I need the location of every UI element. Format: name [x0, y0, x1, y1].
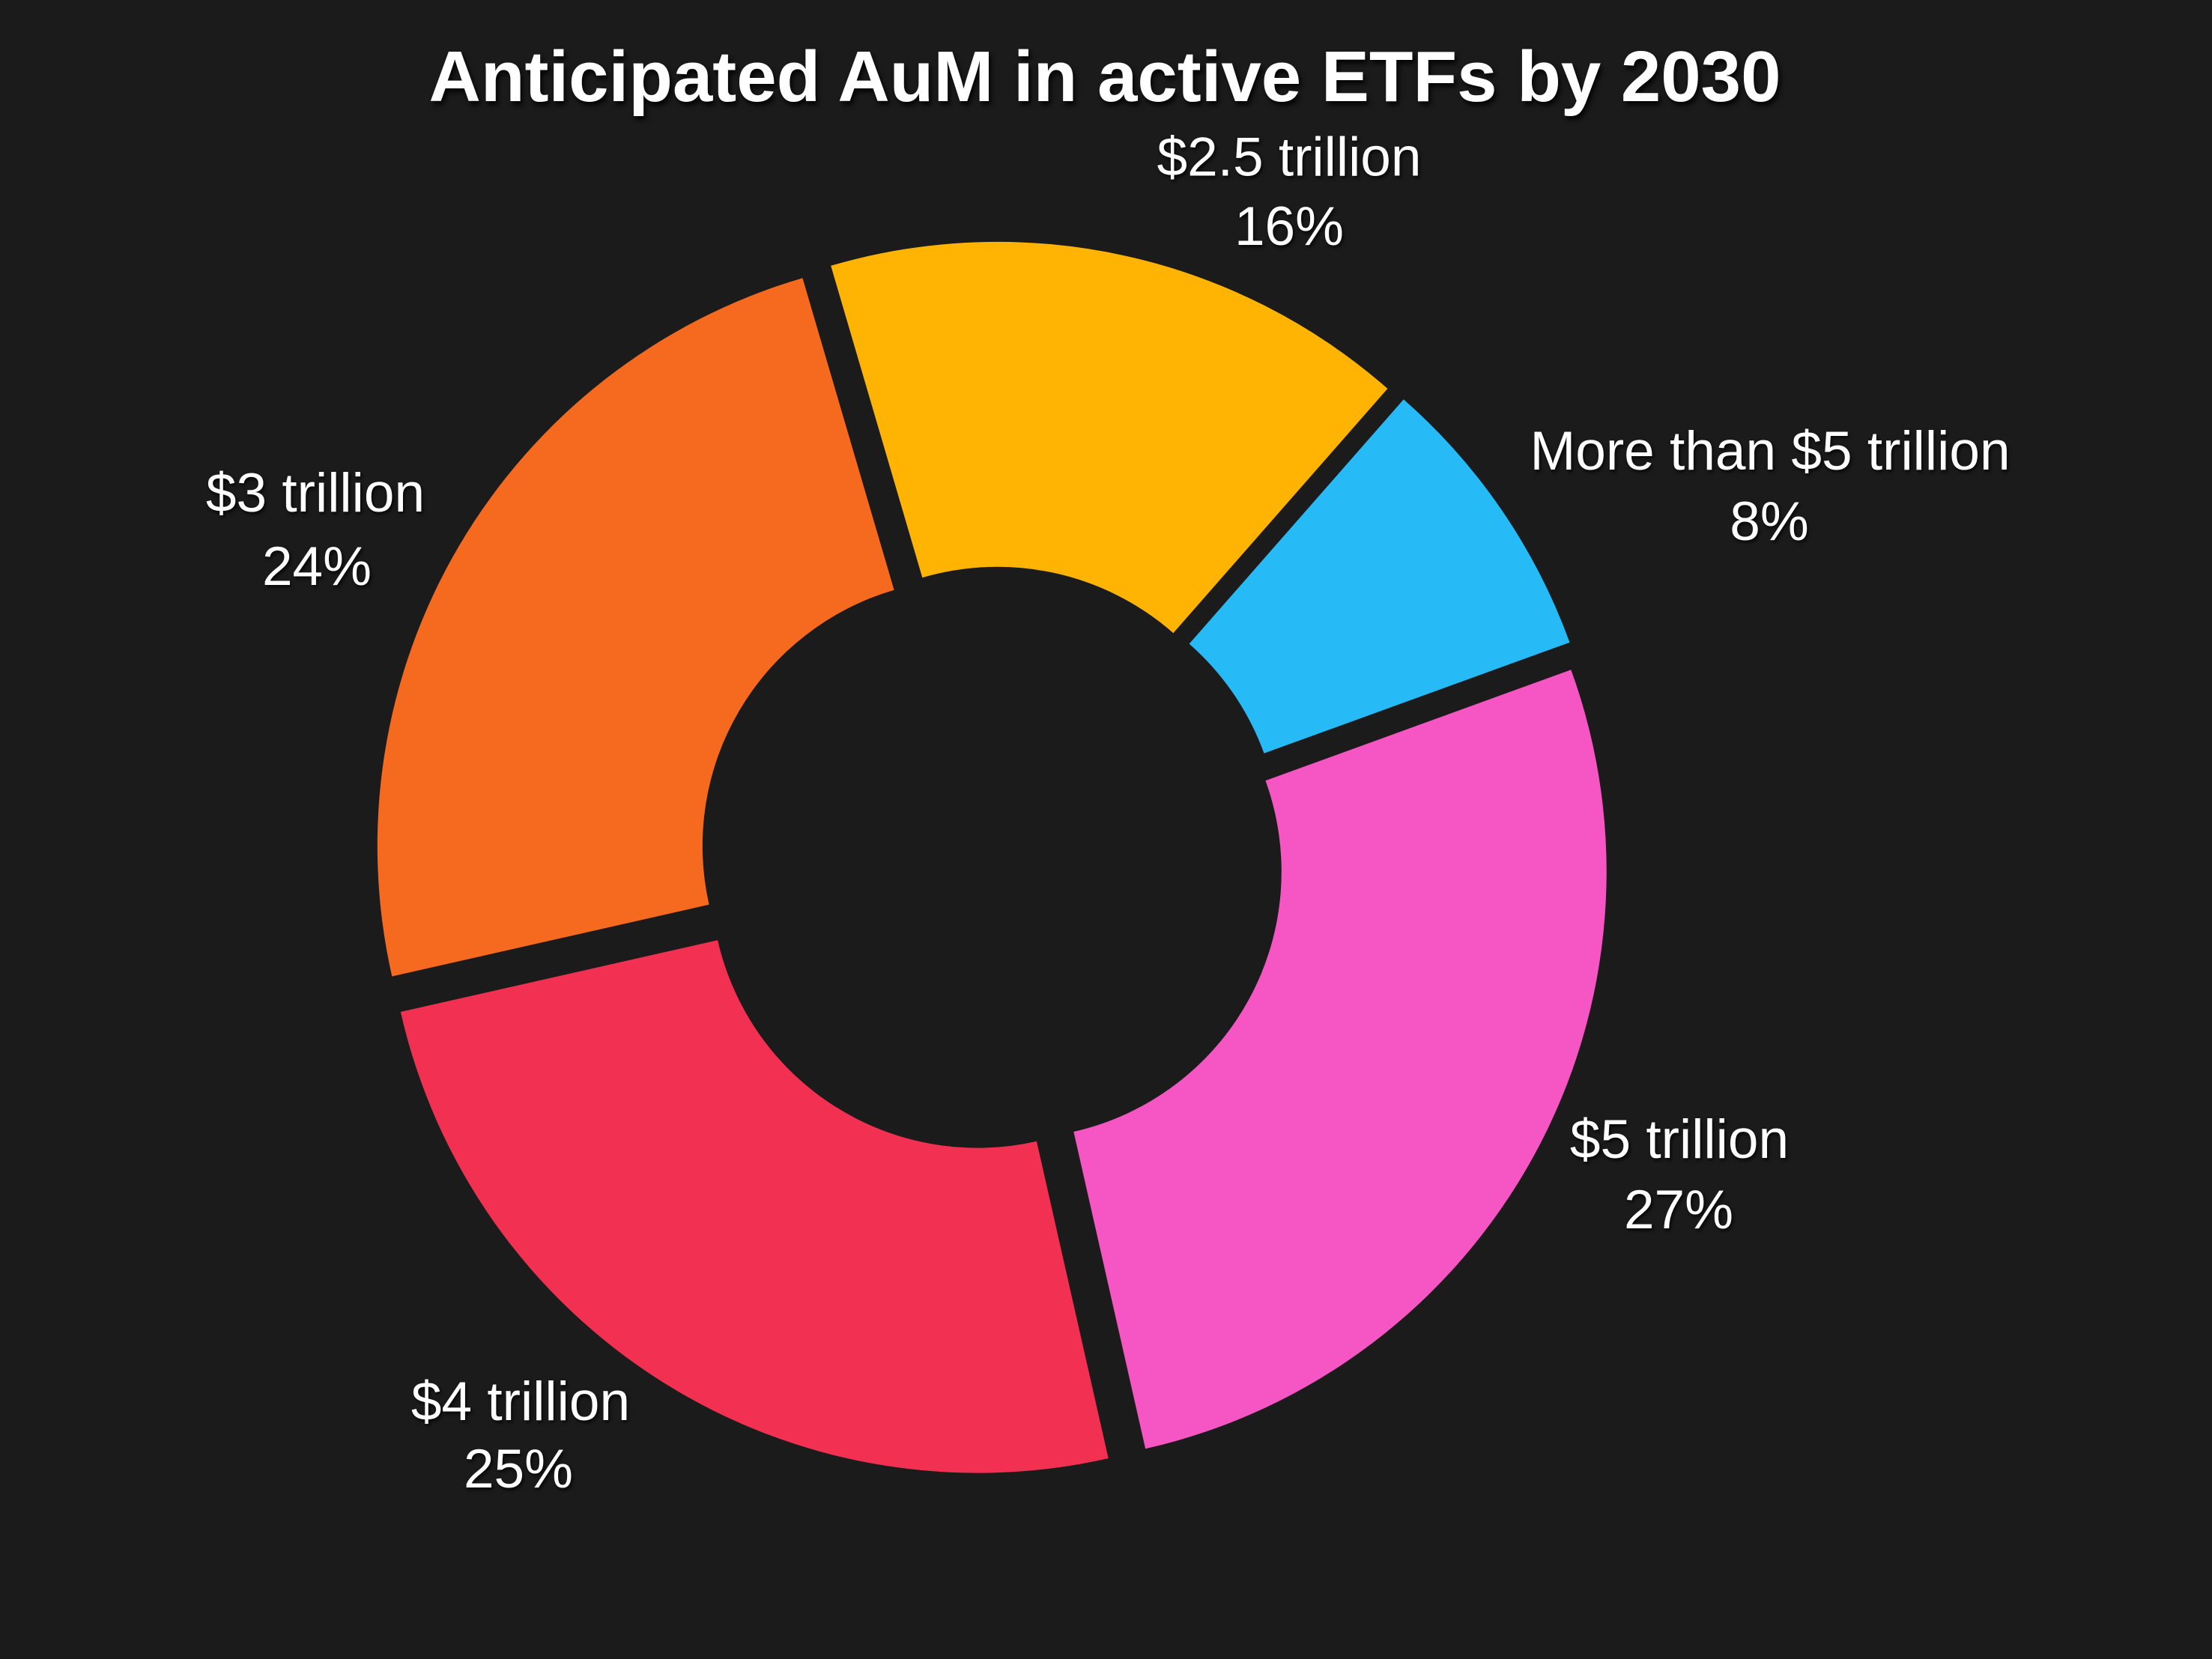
svg-text:$2.5 trillion: $2.5 trillion — [1157, 127, 1421, 188]
svg-text:27%: 27% — [1624, 1180, 1733, 1240]
svg-text:More than $5 trillion: More than $5 trillion — [1530, 421, 2010, 482]
svg-text:Anticipated AuM in active ETFs: Anticipated AuM in active ETFs by 2030 — [429, 37, 1781, 117]
svg-text:24%: 24% — [262, 536, 372, 597]
svg-text:25%: 25% — [464, 1439, 573, 1499]
svg-text:$3 trillion: $3 trillion — [206, 463, 425, 524]
svg-text:$4 trillion: $4 trillion — [411, 1371, 630, 1432]
svg-text:8%: 8% — [1730, 491, 1809, 552]
svg-text:$5 trillion: $5 trillion — [1570, 1109, 1789, 1170]
svg-text:16%: 16% — [1234, 196, 1344, 257]
